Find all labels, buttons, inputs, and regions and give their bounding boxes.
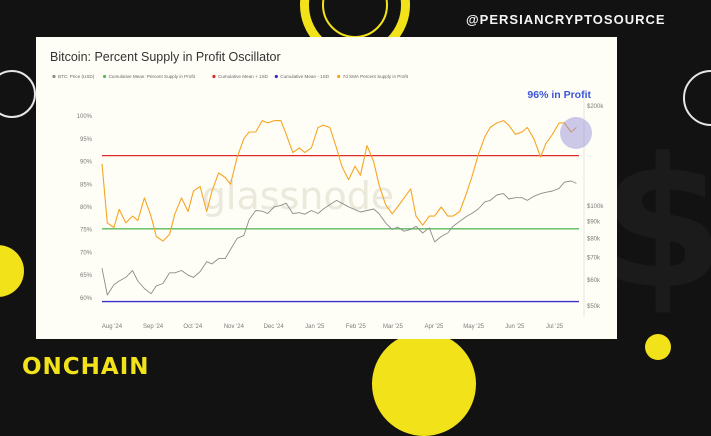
decor-ring-right [683,70,711,126]
y-tick-left: 75% [80,228,93,234]
legend-label: BTC: Price (USD) [58,74,95,79]
legend-item: Cumulative Mean: Percent Supply in Profi… [103,74,196,79]
legend-item: Cumulative Mean - 1SD [274,74,330,79]
x-tick: Jul '25 [546,324,564,330]
decor-dot-right [645,334,671,360]
legend-swatch [274,74,278,79]
y-tick-left: 90% [80,160,93,166]
y-tick-right: $90k [587,219,601,225]
chart-title: Bitcoin: Percent Supply in Profit Oscill… [50,50,281,64]
legend-swatch [337,74,341,79]
chart-svg: 60% 65% 70% 75% 80% 85% 90% 95% 100% $50k $60k $70k… [52,74,604,330]
brand-logo: ONCHAIN [22,354,150,380]
y-tick-right: $60k [587,278,601,284]
x-tick: Apr '25 [425,324,444,330]
profit-annotation: 96% in Profit [527,89,591,101]
x-tick: Jun '25 [505,324,525,330]
decor-ring-left [0,70,36,118]
legend-swatch [52,74,56,79]
y-tick-left: 100% [77,114,93,120]
x-tick: Nov '24 [224,324,245,330]
legend-swatch [212,74,216,79]
y-tick-left: 85% [80,182,93,188]
background-dollar-glyph: $ [600,120,711,329]
x-tick: Mar '25 [383,324,403,330]
legend-label: 7d SMA Percent Supply in Profit [343,74,409,79]
y-tick-left: 65% [80,273,93,279]
x-tick: Aug '24 [102,324,123,330]
y-tick-right: $200k [587,104,604,110]
decor-circle-bottom [372,332,476,436]
series-btc-price [101,180,577,296]
legend-label: Cumulative Mean - 1SD [280,74,329,79]
legend-swatch [103,74,107,79]
decor-circle-left [0,245,24,297]
y-tick-right: $70k [587,256,601,262]
y-tick-left: 80% [80,205,93,211]
y-tick-left: 60% [80,296,93,302]
x-tick: Oct '24 [183,324,202,330]
x-tick: Jan '25 [305,324,325,330]
series-percent-supply-in-profit [101,120,577,242]
social-handle: @PERSIANCRYPTOSOURCE [466,12,666,27]
y-tick-right: $80k [587,236,601,242]
x-tick: Dec '24 [264,324,285,330]
y-tick-left: 95% [80,137,93,143]
x-tick: Sep '24 [143,324,164,330]
legend-label: Cumulative Mean: Percent Supply in Profi… [109,74,196,79]
glassnode-watermark: glassnode [202,174,394,218]
y-tick-right: $50k [587,304,601,310]
legend-item: Cumulative Mean + 1SD [212,74,269,79]
highlight-circle [560,117,592,149]
y-tick-right: $100k [587,204,604,210]
x-tick: Feb '25 [346,324,366,330]
y-tick-left: 70% [80,250,93,256]
chart-card: 60% 65% 70% 75% 80% 85% 90% 95% 100% $50k $60k $70k… [36,37,617,339]
legend-item: 7d SMA Percent Supply in Profit [337,74,409,79]
legend-label: Cumulative Mean + 1SD [218,74,269,79]
legend-item: BTC: Price (USD) [52,74,95,79]
x-tick: May '25 [463,324,484,330]
